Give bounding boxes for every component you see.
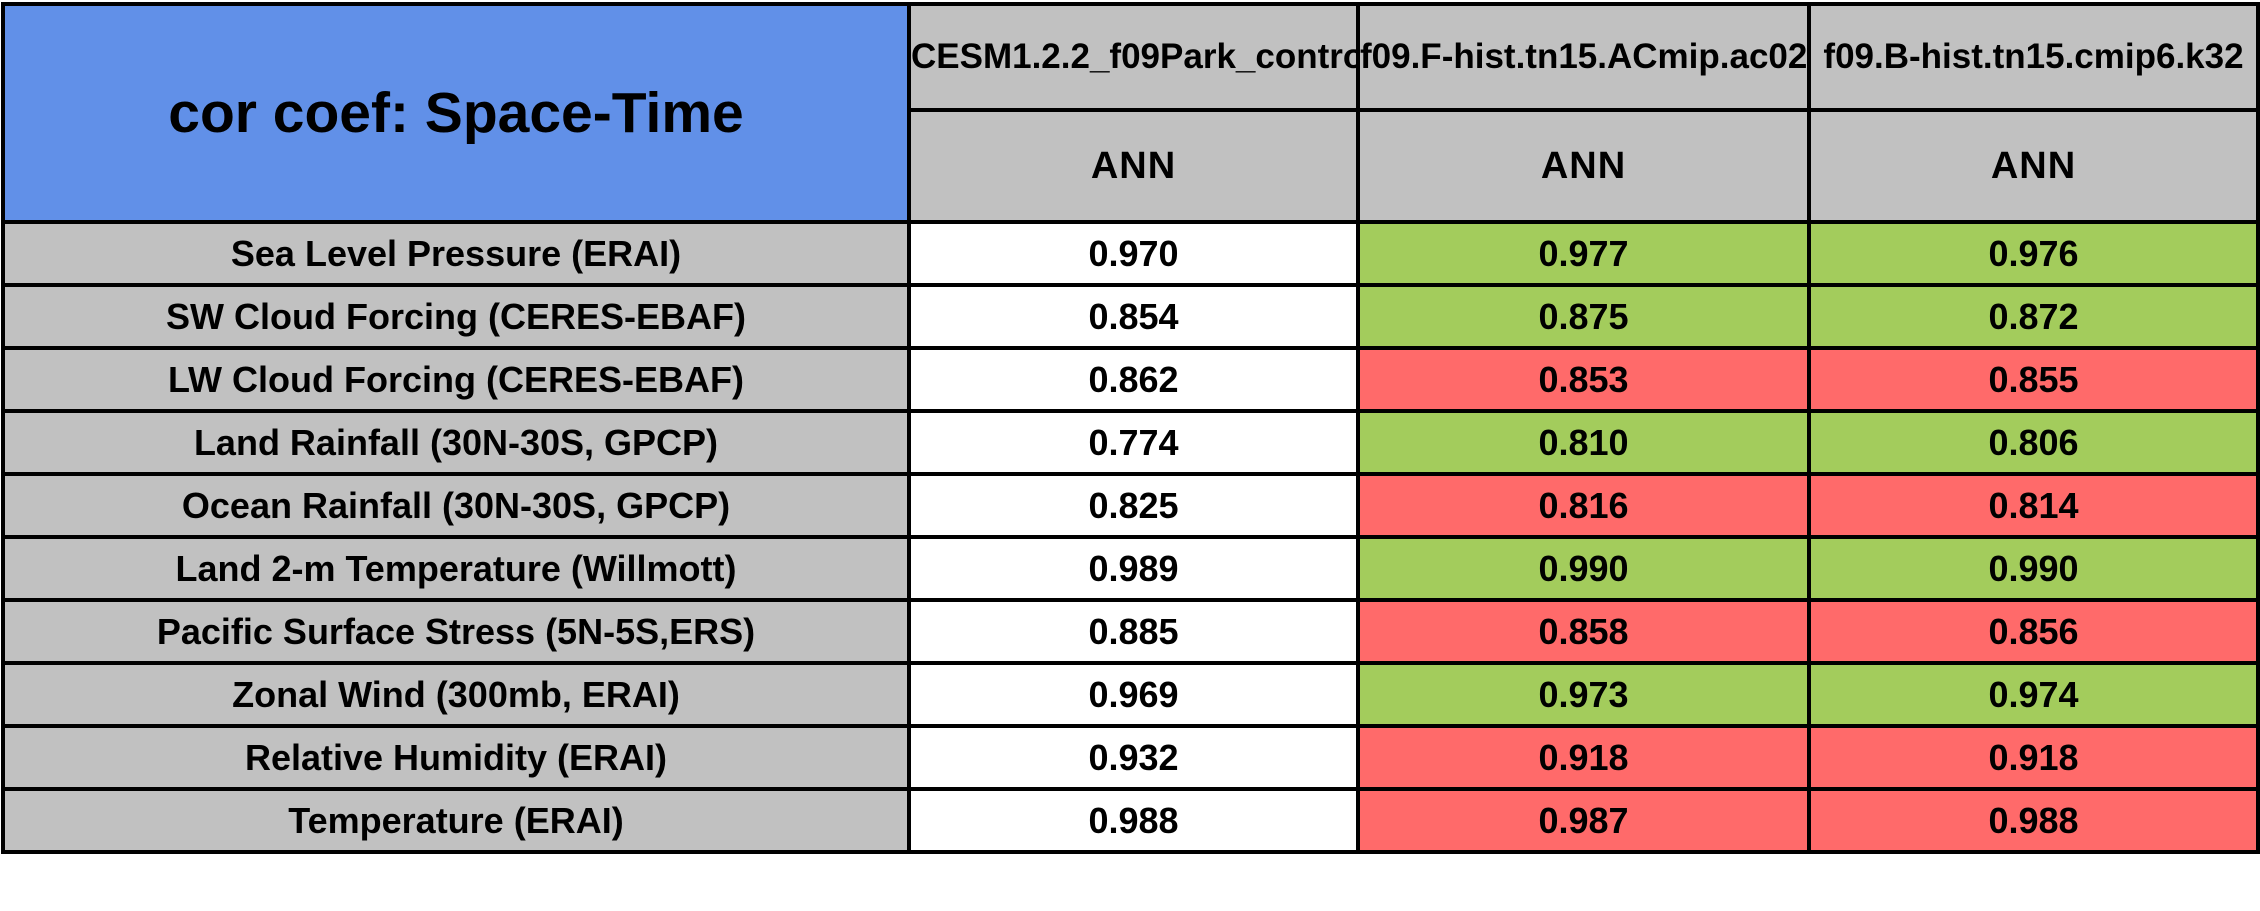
row-label-cell: Zonal Wind (300mb, ERAI) [1,661,911,728]
value-cell: 0.976 [1807,220,2260,287]
cor-coef-table: cor coef: Space-Time CESM1.2.2_f09Park_c… [1,2,2260,854]
row-label-cell: SW Cloud Forcing (CERES-EBAF) [1,283,911,350]
season-header-cell-1: ANN [907,108,1360,224]
value-cell: 0.969 [907,661,1360,728]
value-cell: 0.816 [1356,472,1811,539]
value-cell: 0.825 [907,472,1360,539]
table-row: Temperature (ERAI) 0.988 0.987 0.988 [1,787,2260,854]
table-row: Relative Humidity (ERAI) 0.932 0.918 0.9… [1,724,2260,791]
value-cell: 0.987 [1356,787,1811,854]
value-cell: 0.806 [1807,409,2260,476]
value-cell: 0.856 [1807,598,2260,665]
value-cell: 0.932 [907,724,1360,791]
value-cell: 0.988 [907,787,1360,854]
model-header-cell-1: CESM1.2.2_f09Park_control [907,2,1360,112]
value-cell: 0.885 [907,598,1360,665]
model-header-text-3: f09.B-hist.tn15.cmip6.k32 [1823,37,2244,76]
value-cell: 0.990 [1807,535,2260,602]
value-cell: 0.970 [907,220,1360,287]
table-row: LW Cloud Forcing (CERES-EBAF) 0.862 0.85… [1,346,2260,413]
value-cell: 0.855 [1807,346,2260,413]
row-label-cell: Land Rainfall (30N-30S, GPCP) [1,409,911,476]
table-row: Land 2-m Temperature (Willmott) 0.989 0.… [1,535,2260,602]
value-cell: 0.814 [1807,472,2260,539]
model-header-cell-2: f09.F-hist.tn15.ACmip.ac02 [1356,2,1811,112]
value-cell: 0.974 [1807,661,2260,728]
model-header-text-2: f09.F-hist.tn15.ACmip.ac02 [1360,37,1807,76]
model-header-cell-3: f09.B-hist.tn15.cmip6.k32 [1807,2,2260,112]
value-cell: 0.774 [907,409,1360,476]
model-header-text-1: CESM1.2.2_f09Park_control [911,37,1356,76]
value-cell: 0.854 [907,283,1360,350]
table-row: Sea Level Pressure (ERAI) 0.970 0.977 0.… [1,220,2260,287]
value-cell: 0.872 [1807,283,2260,350]
row-label-cell: Sea Level Pressure (ERAI) [1,220,911,287]
table-row: Zonal Wind (300mb, ERAI) 0.969 0.973 0.9… [1,661,2260,728]
row-label-cell: Temperature (ERAI) [1,787,911,854]
season-header-cell-3: ANN [1807,108,2260,224]
row-label-cell: Land 2-m Temperature (Willmott) [1,535,911,602]
row-label-cell: Ocean Rainfall (30N-30S, GPCP) [1,472,911,539]
table-title: cor coef: Space-Time [1,2,911,224]
table-row: Land Rainfall (30N-30S, GPCP) 0.774 0.81… [1,409,2260,476]
table-row: SW Cloud Forcing (CERES-EBAF) 0.854 0.87… [1,283,2260,350]
value-cell: 0.810 [1356,409,1811,476]
row-label-cell: Relative Humidity (ERAI) [1,724,911,791]
value-cell: 0.858 [1356,598,1811,665]
value-cell: 0.853 [1356,346,1811,413]
value-cell: 0.973 [1356,661,1811,728]
value-cell: 0.918 [1807,724,2260,791]
value-cell: 0.918 [1356,724,1811,791]
table-title-text: cor coef: Space-Time [168,81,744,145]
value-cell: 0.989 [907,535,1360,602]
value-cell: 0.875 [1356,283,1811,350]
row-label-cell: Pacific Surface Stress (5N-5S,ERS) [1,598,911,665]
value-cell: 0.990 [1356,535,1811,602]
season-header-cell-2: ANN [1356,108,1811,224]
table-row: Pacific Surface Stress (5N-5S,ERS) 0.885… [1,598,2260,665]
row-label-cell: LW Cloud Forcing (CERES-EBAF) [1,346,911,413]
value-cell: 0.977 [1356,220,1811,287]
value-cell: 0.988 [1807,787,2260,854]
value-cell: 0.862 [907,346,1360,413]
table-row: Ocean Rainfall (30N-30S, GPCP) 0.825 0.8… [1,472,2260,539]
